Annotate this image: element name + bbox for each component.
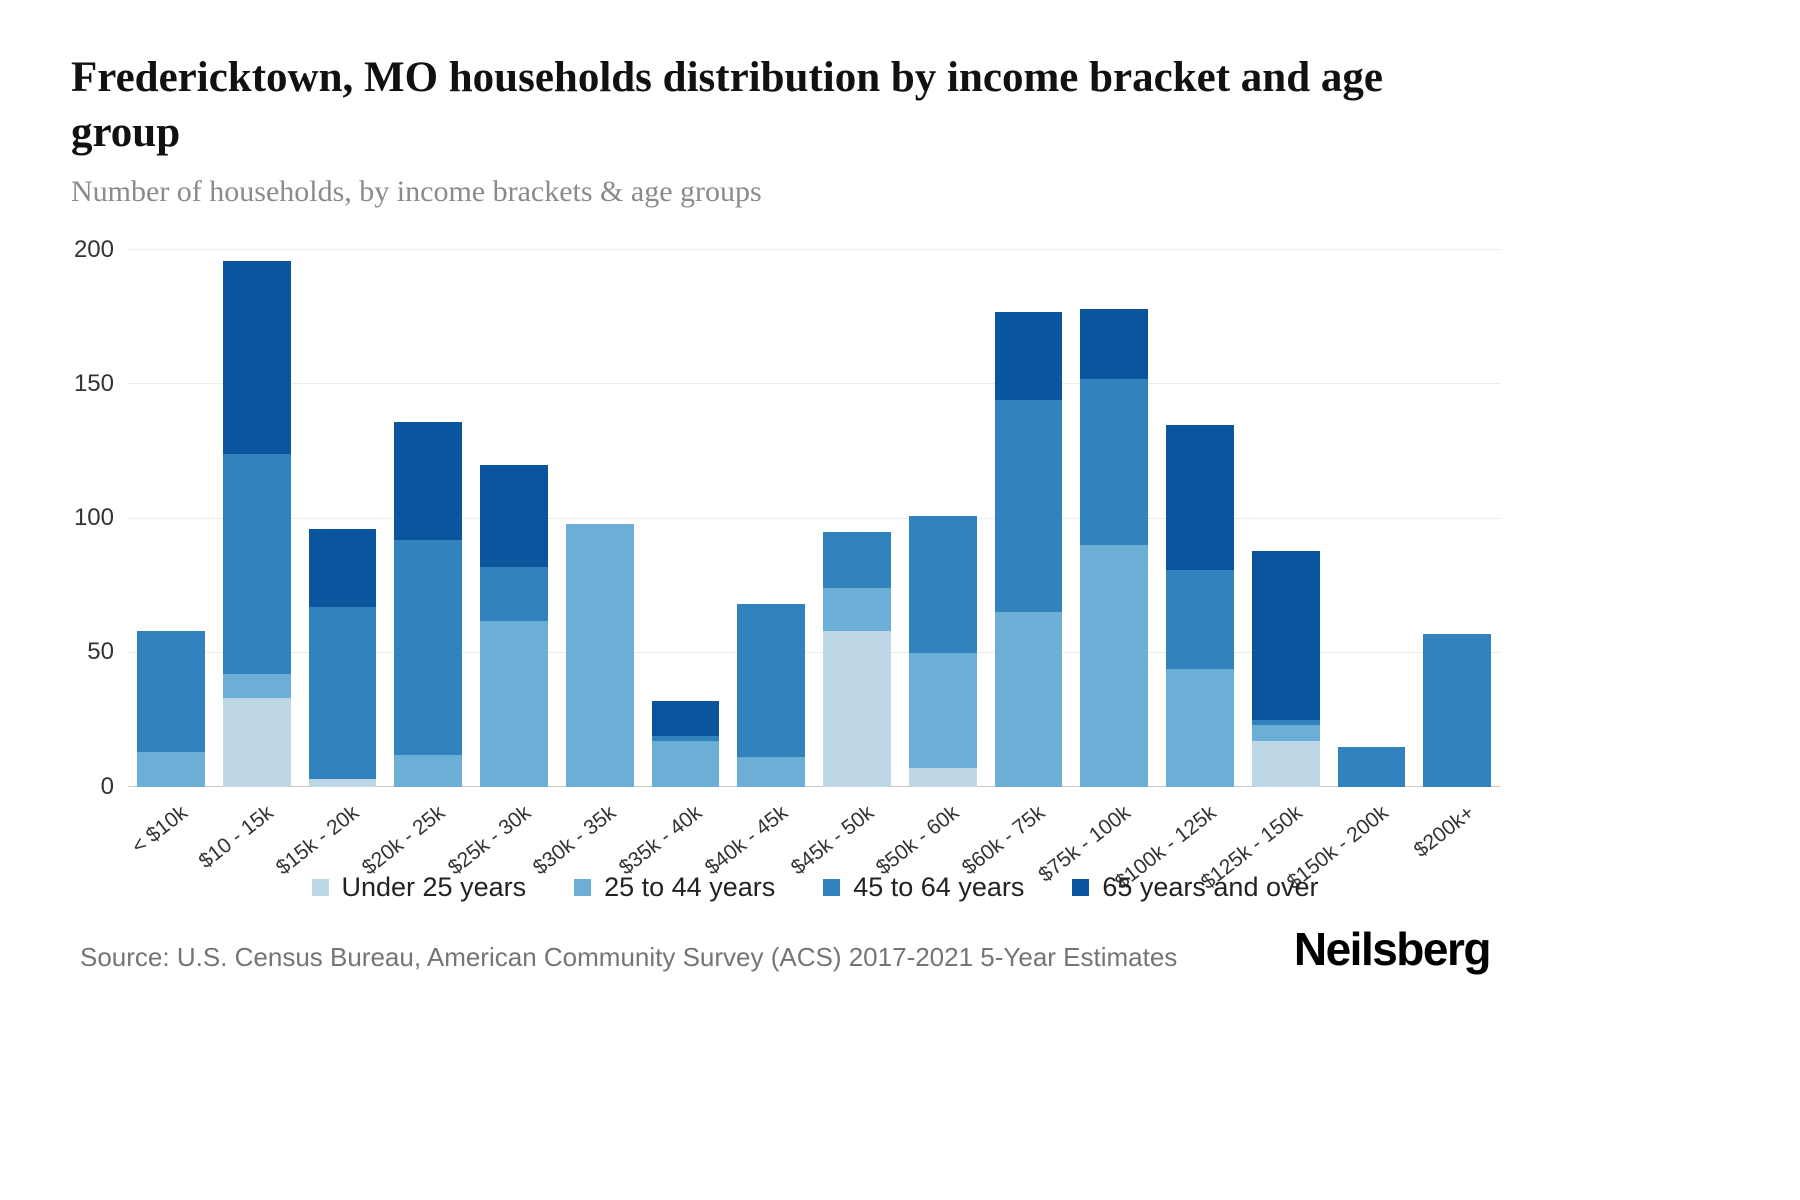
x-axis-label-slot: $200k+ (1409, 787, 1500, 867)
bar-segment (394, 421, 462, 540)
bar-segment (222, 260, 291, 455)
gridline-100: 100 (74, 504, 1500, 531)
bar-40k-45k (737, 250, 805, 787)
y-axis-tick-label: 200 (73, 235, 114, 263)
legend-label: 65 years and over (1102, 872, 1319, 902)
gridline-200: 200 (74, 236, 1500, 263)
bar-segment (137, 752, 205, 787)
x-axis-label-slot: $150k - 200k (1283, 787, 1415, 894)
gridline-0: 0 (101, 773, 1500, 800)
bar-segment (565, 523, 634, 787)
bars-container (128, 250, 1500, 787)
bar-segment (308, 778, 377, 787)
bar-segment (1166, 668, 1234, 787)
legend-swatch (1072, 879, 1090, 896)
bar-segment (1251, 725, 1320, 742)
bar-30k-35k (565, 250, 634, 787)
bar-segment (994, 612, 1063, 787)
bar-segment (308, 529, 377, 608)
legend-item-65-years-and-over[interactable]: 65 years and over (1072, 872, 1319, 903)
bar-segment (823, 531, 891, 589)
legend-label: 25 to 44 years (604, 872, 776, 902)
chart-subtitle: Number of households, by income brackets… (71, 175, 762, 208)
bar-segment (480, 566, 548, 621)
legend-label: Under 25 years (341, 872, 527, 902)
legend-item-under-25-years[interactable]: Under 25 years (311, 872, 527, 903)
y-axis-tick-label: 100 (73, 504, 114, 531)
chart-title: Fredericktown, MO households distributio… (71, 54, 1383, 157)
bar-200k (1423, 250, 1491, 787)
plot-area: 0 50 100 150 200 < $10k $10 - 15k $15k - 20k $20… (74, 236, 1500, 894)
y-axis-tick-label: 50 (87, 638, 114, 666)
bar-segment (994, 400, 1063, 613)
bar-segment (823, 631, 891, 787)
bar-segment (1080, 378, 1148, 546)
bar-segment (1251, 550, 1320, 720)
bar-segment (222, 698, 291, 787)
bar-segment (1166, 424, 1234, 570)
bar-segment (1080, 545, 1148, 787)
bar-segment (480, 464, 548, 567)
y-axis-tick-label: 150 (73, 369, 114, 397)
bar-segment (908, 768, 977, 787)
bar-segment (651, 701, 720, 736)
bar-45k-50k (823, 250, 891, 787)
gridline-50: 50 (87, 638, 1500, 665)
brand-logo: Neilsberg (1293, 923, 1492, 975)
bar-segment (222, 454, 291, 675)
bar-segment (1337, 746, 1406, 787)
bar-segment (480, 620, 548, 787)
bar-35k-40k (651, 250, 720, 787)
bar-segment (908, 515, 977, 653)
bar-20k-25k (394, 250, 462, 787)
y-axis-tick-label: 0 (100, 772, 114, 800)
bar-segment (1251, 741, 1320, 787)
bar-segment (1423, 633, 1491, 787)
bar-segment (737, 604, 805, 758)
bar-segment (1251, 719, 1320, 726)
bar-segment (737, 757, 805, 787)
bar-125k-150k (1251, 250, 1320, 787)
bar-segment (394, 754, 462, 787)
bar-segment (137, 631, 205, 753)
chart-legend: Under 25 years 25 to 44 years 45 to 64 yea… (0, 872, 1630, 903)
bar-segment (823, 588, 891, 632)
bar-75k-100k (1080, 250, 1148, 787)
bar-segment (651, 741, 720, 787)
legend-item-25-to-44-years[interactable]: 25 to 44 years (574, 872, 775, 903)
legend-swatch (311, 879, 329, 896)
bar-segment (394, 539, 462, 755)
legend-label: 45 to 64 years (853, 872, 1025, 902)
legend-item-45-to-64-years[interactable]: 45 to 64 years (823, 872, 1024, 903)
bar-50k-60k (908, 250, 977, 787)
bar-segment (651, 736, 720, 742)
x-axis-tick-label: < $10k (127, 801, 192, 859)
bar-segment (994, 311, 1063, 401)
bar-10-15k (222, 250, 291, 787)
bar-150k-200k (1337, 250, 1406, 787)
bar-segment (908, 652, 977, 769)
bar-10k (137, 250, 205, 787)
x-axis-tick-label: $200k+ (1409, 801, 1479, 862)
bar-segment (1080, 309, 1148, 379)
bar-segment (1166, 569, 1234, 669)
bar-100k-125k (1166, 250, 1234, 787)
legend-swatch (574, 879, 592, 896)
bar-25k-30k (480, 250, 548, 787)
source-attribution: Source: U.S. Census Bureau, American Com… (80, 942, 1178, 972)
legend-swatch (823, 879, 841, 896)
bar-segment (308, 607, 377, 779)
bar-segment (222, 674, 291, 699)
bar-15k-20k (308, 250, 377, 787)
x-axis-labels: < $10k $10 - 15k $15k - 20k $20k - 25k $25k … (127, 787, 1500, 894)
bar-60k-75k (994, 250, 1063, 787)
gridline-150: 150 (74, 370, 1500, 397)
